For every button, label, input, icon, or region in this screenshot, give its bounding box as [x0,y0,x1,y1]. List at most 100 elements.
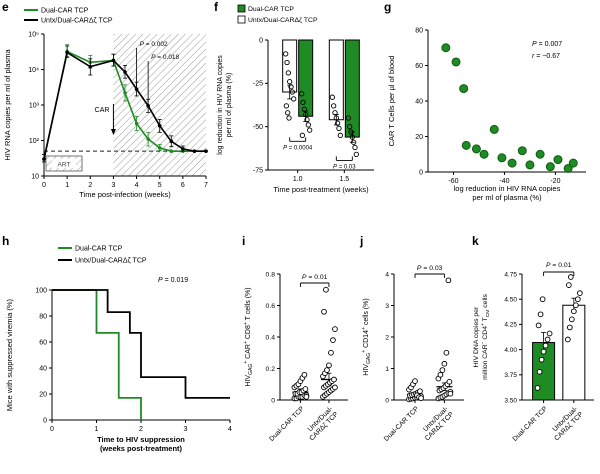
svg-text:0: 0 [271,397,275,404]
svg-text:10²: 10² [29,138,40,145]
svg-text:-25: -25 [253,81,263,88]
svg-text:P = 0.0004: P = 0.0004 [283,145,313,151]
svg-text:1.0: 1.0 [293,176,303,183]
panel-j: j 0 1 2 3 4 Dual-CAR TCP Untx/Dual- CARΔζ TCP P … [358,234,470,474]
svg-text:1: 1 [385,366,389,373]
svg-text:Time post-treatment (weeks): Time post-treatment (weeks) [273,185,369,194]
svg-text:10⁵: 10⁵ [28,31,39,38]
svg-text:3.50: 3.50 [504,397,517,404]
svg-text:per ml of plasma (%): per ml of plasma (%) [226,73,233,138]
svg-text:80: 80 [415,27,423,34]
svg-text:60: 60 [39,339,47,346]
panel-k: k 3.50 3.75 4.00 4.25 4.50 4.75 Dual-CAR TCP Un… [470,234,600,474]
svg-text:0.4: 0.4 [266,334,276,341]
svg-text:2: 2 [385,334,389,341]
svg-text:-40: -40 [499,178,509,185]
chart-viral-load: ART 10 10² 10³ 10⁴ 10⁵ 0 1 2 3 4 5 6 7 Time post-infec… [3,8,208,200]
svg-text:CAR: CAR [95,107,110,114]
panel-i: i 0 0.2 0.4 0.6 0.8 Dual-CAR TCP Untx/Dual- CAR… [240,234,358,474]
svg-text:60: 60 [415,63,423,70]
svg-text:0.2: 0.2 [266,366,276,373]
svg-text:7: 7 [204,182,208,189]
svg-text:3: 3 [385,303,389,310]
svg-text:3: 3 [111,182,115,189]
panel-e: e ART 10 10² 10³ 10⁴ 10⁵ 0 1 2 3 4 5 6 7 Time post-inf… [0,0,212,234]
panel-h: h 0 20 40 60 80 100 0 1 2 3 4 Dual-CAR TCP Untx/Dual… [0,234,240,474]
svg-text:P = 0.007: P = 0.007 [532,41,562,48]
svg-text:4.75: 4.75 [504,271,517,278]
panel-letter-g: g [384,0,392,14]
svg-text:0.6: 0.6 [266,303,276,310]
svg-text:0: 0 [259,37,263,44]
svg-text:P = 0.03: P = 0.03 [333,164,356,170]
svg-text:ART: ART [58,162,71,169]
svg-text:P = 0.01: P = 0.01 [302,274,328,281]
svg-text:log reduction in HIV RNA copie: log reduction in HIV RNA copies [454,184,561,193]
svg-text:20: 20 [415,134,423,141]
svg-text:20: 20 [39,391,47,398]
panel-letter-h: h [2,234,10,248]
svg-text:HIV RNA copies per ml of plasm: HIV RNA copies per ml of plasma [3,49,12,161]
svg-text:HIV DNA copies per: HIV DNA copies per [473,306,480,367]
panel-letter-k: k [472,234,479,248]
svg-text:1.5: 1.5 [339,176,349,183]
svg-text:Dual-CAR TCP: Dual-CAR TCP [512,405,550,443]
svg-text:Untx/Dual-CARΔζ TCP: Untx/Dual-CARΔζ TCP [248,17,318,24]
svg-text:2: 2 [88,182,92,189]
svg-text:0.8: 0.8 [266,271,276,278]
svg-text:10⁴: 10⁴ [28,67,39,74]
svg-text:0: 0 [50,426,54,433]
svg-text:80: 80 [39,313,47,320]
svg-text:100: 100 [35,287,47,294]
svg-text:3.75: 3.75 [504,372,517,379]
svg-text:0: 0 [42,182,46,189]
svg-text:Untx/Dual-CARΔζ TCP: Untx/Dual-CARΔζ TCP [75,258,147,265]
svg-text:Dual-CAR TCP: Dual-CAR TCP [383,405,421,443]
svg-text:1: 1 [65,182,69,189]
chart-car-tcells-scatter: 0 20 40 60 80 -60 -40 -20 P = 0.007 r = −0.67 CAR … [387,27,586,202]
svg-text:CAR T Cells per µl of blood: CAR T Cells per µl of blood [387,56,396,147]
svg-text:r = −0.67: r = −0.67 [532,53,560,60]
svg-text:HIVGAG+ CD14+ cells (%): HIVGAG+ CD14+ cells (%) [361,298,372,375]
svg-text:Time to HIV suppression: Time to HIV suppression [97,435,185,444]
svg-text:P = 0.002: P = 0.002 [140,41,168,48]
svg-text:P = 0.018: P = 0.018 [151,54,179,61]
svg-text:Time post-infection (weeks): Time post-infection (weeks) [79,190,171,199]
svg-text:0: 0 [43,417,47,424]
chart-suppression-curve: 0 20 40 60 80 100 0 1 2 3 4 Dual-CAR TCP Untx/Dual-C… [5,246,232,454]
svg-text:2: 2 [139,426,143,433]
svg-text:-50: -50 [253,124,263,131]
panel-g: g 0 20 40 60 80 -60 -40 -20 P = 0.007 r = −0.67 CA… [382,0,600,234]
panel-letter-i: i [242,234,246,248]
svg-text:3: 3 [184,426,188,433]
svg-text:P = 0.01: P = 0.01 [546,262,572,269]
svg-text:0: 0 [419,169,423,176]
svg-text:10³: 10³ [29,102,40,109]
panel-letter-e: e [2,0,9,14]
svg-text:4: 4 [135,182,139,189]
svg-text:4.25: 4.25 [504,322,517,329]
svg-text:40: 40 [39,365,47,372]
svg-text:(weeks post-treatment): (weeks post-treatment) [100,444,183,453]
svg-text:Untx/Dual-CARΔζ TCP: Untx/Dual-CARΔζ TCP [41,18,113,25]
panel-letter-f: f [214,0,218,14]
svg-text:-20: -20 [550,178,560,185]
panel-letter-j: j [360,234,364,248]
svg-text:Mice with suppressed viremia (: Mice with suppressed viremia (%) [5,298,14,411]
svg-text:Dual-CAR TCP: Dual-CAR TCP [75,246,123,253]
svg-text:million CAR− CD4+ TCM cells: million CAR− CD4+ TCM cells [481,294,491,380]
svg-text:4: 4 [228,426,232,433]
svg-text:Dual-CAR TCP: Dual-CAR TCP [268,405,306,443]
svg-text:HIVGAG+ CAR+ CD8+ T cells (%): HIVGAG+ CAR+ CD8+ T cells (%) [243,287,254,386]
svg-text:Dual-CAR TCP: Dual-CAR TCP [248,6,294,13]
svg-text:P = 0.03: P = 0.03 [417,265,443,272]
svg-text:1: 1 [95,426,99,433]
svg-text:P = 0.019: P = 0.019 [158,277,188,284]
panel-f: f 0 -25 -50 -75 1.0 P = 0.0004 1.5 P = 0.03 Dual… [212,0,382,234]
svg-text:-75: -75 [253,167,263,174]
svg-text:0: 0 [385,397,389,404]
svg-text:10: 10 [31,173,39,180]
